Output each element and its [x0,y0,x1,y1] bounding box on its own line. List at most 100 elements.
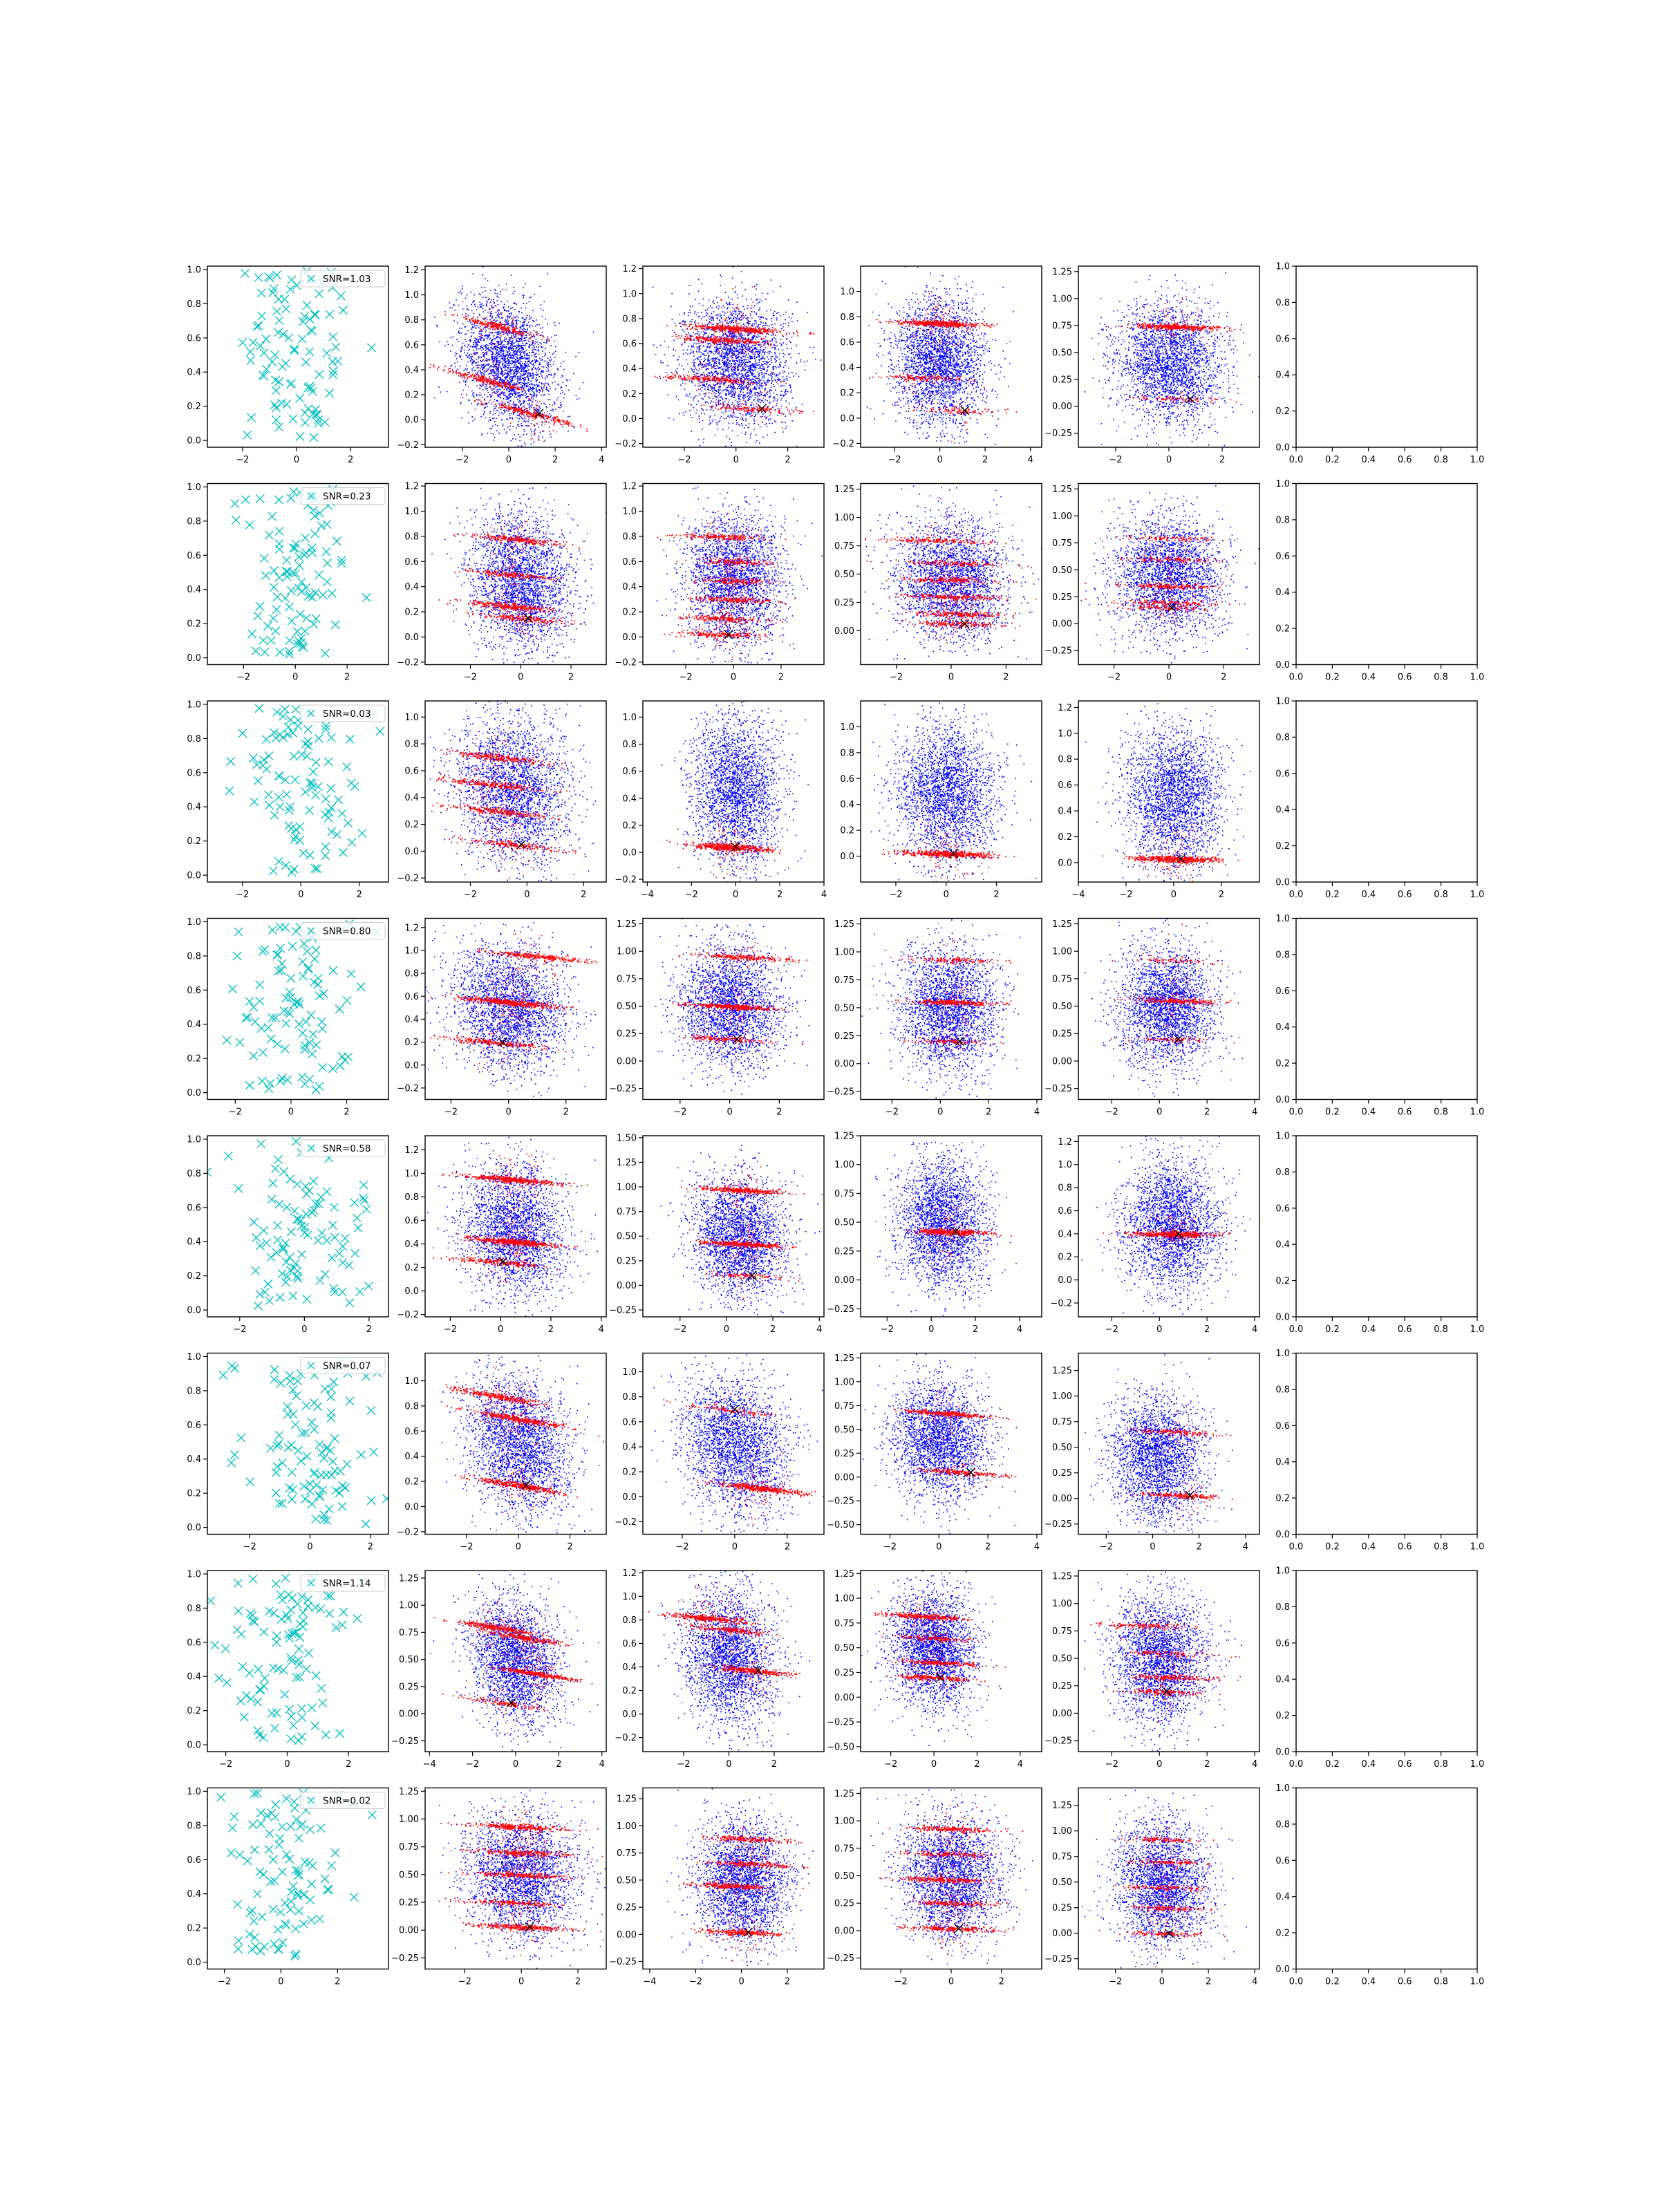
y-tick-label: 0.6 [622,557,637,568]
x-tick-label: 2 [785,455,790,465]
x-tick-label: −4 [641,890,654,900]
y-tick-label: 0.75 [834,1618,854,1629]
x-tick-label: 2 [974,1759,980,1770]
x-tick-label: 0 [931,1759,937,1770]
y-tick-label: 0.4 [1058,1229,1072,1239]
y-tick-label: 0.4 [1275,805,1290,816]
x-tick-label: −2 [458,1977,471,1987]
y-tick-label: −0.2 [397,874,419,884]
y-tick-label: 0.2 [404,391,419,401]
y-tick-label: 0.4 [622,364,637,375]
x-tick-label: 0 [518,673,523,683]
x-tick-label: 0 [1171,890,1177,900]
x-tick-label: 4 [599,1759,605,1770]
x-tick-label: 4 [1252,1759,1257,1770]
x-tick-label: 0.0 [1289,1324,1304,1335]
y-tick-label: 0.00 [1052,1494,1072,1504]
y-tick-label: −0.50 [827,1520,854,1530]
x-tick-label: 0.0 [1289,673,1304,683]
snr-label: SNR=0.23 [323,491,371,503]
x-tick-label: −2 [444,1107,458,1118]
y-tick-label: 0.00 [834,1926,854,1936]
y-tick-label: 0.00 [1052,1929,1072,1939]
y-tick-label: 1.00 [1052,1599,1072,1609]
y-tick-label: 0.6 [187,551,201,561]
y-tick-label: 0.8 [1275,1819,1290,1830]
x-tick-label: 0.6 [1398,455,1412,465]
x-tick-label: 0 [936,1542,941,1553]
y-tick-label: 1.00 [1052,1391,1072,1402]
y-tick-label: 1.0 [1275,1132,1290,1142]
y-tick-label: 0.6 [404,1427,419,1437]
x-tick-label: 2 [785,1977,790,1987]
y-tick-label: 0.6 [187,333,201,344]
x-tick-label: 0 [506,455,512,465]
x-tick-label: −2 [464,673,477,683]
x-tick-label: −2 [673,1324,686,1335]
x-tick-label: 0.2 [1325,1542,1340,1553]
x-tick-label: −2 [460,1542,473,1553]
y-tick-label: 0.4 [404,793,419,803]
y-tick-label: 0.2 [404,1477,419,1488]
y-tick-label: −0.2 [1050,1298,1072,1309]
y-tick-label: 0.00 [1052,1709,1072,1719]
y-tick-label: 0.4 [622,1443,637,1453]
y-tick-label: 0.0 [1275,1530,1290,1540]
x-tick-label: 0.8 [1434,1759,1448,1770]
y-tick-label: 0.75 [834,975,854,986]
x-tick-label: 2 [335,1977,340,1987]
y-tick-label: 0.8 [622,1392,637,1403]
x-tick-label: −2 [237,673,250,683]
y-tick-label: 0.6 [187,986,201,996]
y-tick-label: 0.4 [622,794,637,804]
y-tick-label: 1.0 [1275,697,1290,707]
y-tick-label: 0.0 [404,847,419,857]
y-tick-label: 1.25 [617,1158,637,1168]
x-tick-label: −2 [894,1977,908,1987]
y-tick-label: −0.25 [1044,1519,1072,1530]
y-tick-label: 0.50 [617,1002,637,1012]
y-tick-label: 0.6 [1275,334,1290,344]
x-tick-label: 4 [1017,1324,1022,1335]
y-tick-label: 0.4 [840,800,854,810]
y-tick-label: 0.25 [834,1246,854,1257]
y-tick-label: 0.25 [1052,375,1072,385]
y-tick-label: 0.4 [404,1452,419,1462]
y-tick-label: 1.2 [404,265,419,276]
y-tick-label: 0.2 [187,1054,201,1065]
y-tick-label: 1.0 [404,1169,419,1179]
y-tick-label: 1.2 [404,923,419,933]
x-tick-label: 2 [548,1324,554,1335]
y-tick-label: 0.2 [840,388,854,399]
x-tick-label: 0 [301,1324,307,1335]
y-tick-label: 0.0 [187,1523,201,1533]
y-tick-label: 0.75 [399,1628,419,1638]
x-tick-label: 0 [937,455,942,465]
x-tick-label: 2 [357,890,362,900]
y-tick-label: 0.75 [399,1842,419,1853]
y-tick-label: 0.4 [1275,1240,1290,1250]
x-tick-label: −4 [423,1759,436,1770]
x-tick-label: 4 [1252,1977,1257,1987]
y-tick-label: 0.75 [834,1189,854,1199]
y-tick-label: −0.25 [827,1953,854,1964]
x-tick-label: −2 [229,1107,242,1118]
y-tick-label: 0.2 [404,608,419,618]
y-tick-label: 1.0 [187,917,201,928]
y-tick-label: 1.0 [404,946,419,956]
y-tick-label: 0.6 [187,1203,201,1213]
x-tick-label: 0 [733,455,739,465]
x-tick-label: 4 [1243,1542,1248,1553]
y-tick-label: 0.6 [404,557,419,568]
x-tick-label: 1.0 [1470,890,1485,900]
y-tick-label: 0.2 [1275,1494,1290,1504]
y-tick-label: 0.00 [617,1056,637,1067]
y-tick-label: 0.0 [1275,660,1290,671]
x-tick-label: 0 [1156,1107,1162,1118]
x-tick-label: 0.0 [1289,1107,1304,1118]
y-tick-label: 0.0 [187,1741,201,1751]
x-tick-label: 2 [776,1107,782,1118]
y-tick-label: 1.0 [187,1352,201,1362]
x-tick-label: 2 [575,1977,581,1987]
y-tick-label: −0.25 [609,1084,637,1094]
